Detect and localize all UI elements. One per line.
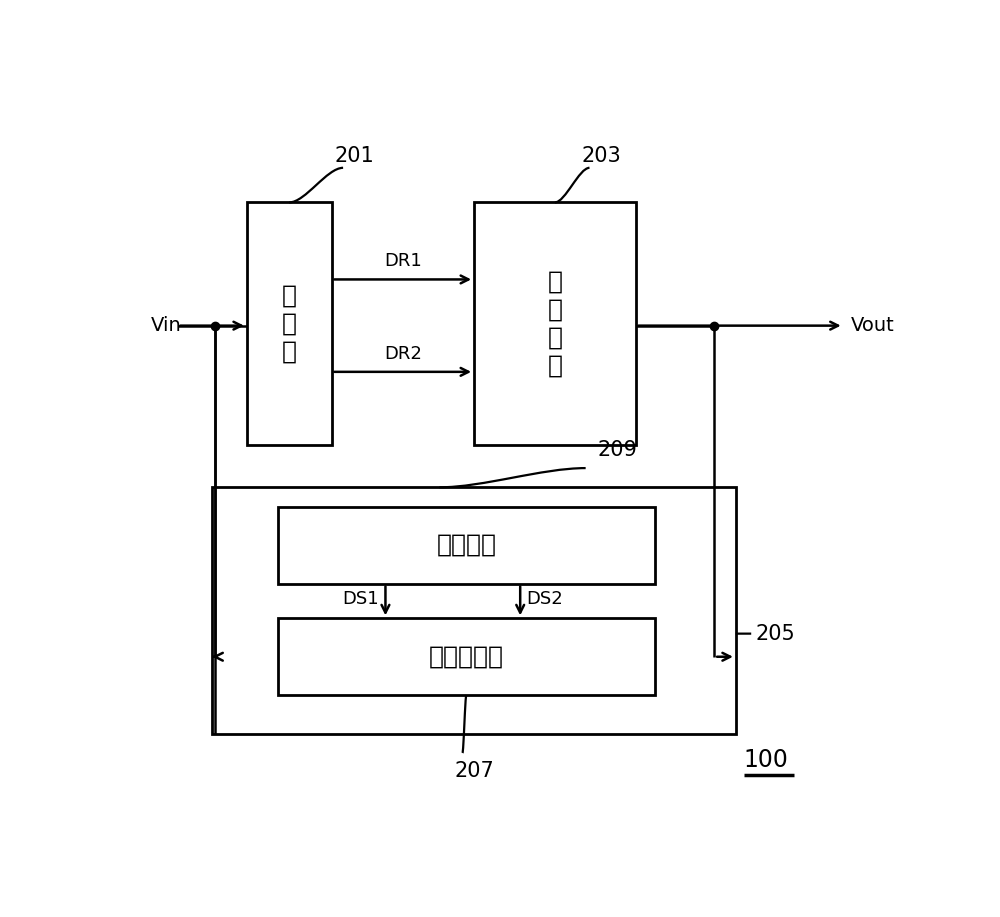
Text: 主
输
出
级: 主 输 出 级 xyxy=(547,270,562,378)
Text: 驱
动
级: 驱 动 级 xyxy=(282,284,297,363)
Text: 203: 203 xyxy=(581,146,621,166)
Text: Vout: Vout xyxy=(851,316,895,335)
Text: DS2: DS2 xyxy=(526,590,563,608)
Text: DS1: DS1 xyxy=(343,590,379,608)
Bar xyxy=(212,487,736,734)
Text: 检测单元: 检测单元 xyxy=(436,533,496,558)
Text: DR2: DR2 xyxy=(384,345,422,362)
Bar xyxy=(474,203,636,445)
Bar xyxy=(278,618,655,695)
Text: DR1: DR1 xyxy=(384,252,422,271)
Text: Vin: Vin xyxy=(151,316,181,335)
Text: 201: 201 xyxy=(335,146,375,166)
Text: 100: 100 xyxy=(744,748,788,772)
Text: 209: 209 xyxy=(597,440,637,460)
Text: 205: 205 xyxy=(755,624,795,644)
Text: 辅助输出级: 辅助输出级 xyxy=(429,645,504,668)
Text: 207: 207 xyxy=(454,761,494,780)
Bar xyxy=(247,203,332,445)
Bar xyxy=(278,506,655,583)
